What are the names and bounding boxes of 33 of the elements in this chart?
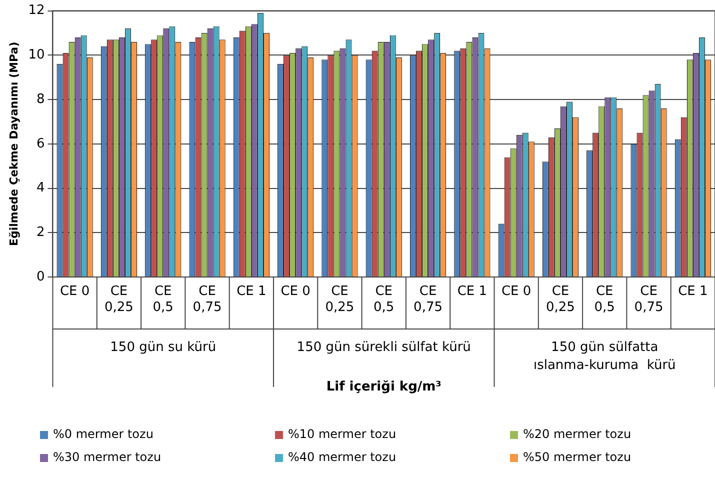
y-tick-label: 2	[36, 225, 45, 240]
y-tick-label: 8	[36, 92, 45, 107]
y-tick-label: 0	[36, 269, 45, 284]
x-tick-label: CE 0,75	[414, 284, 442, 315]
x-tick-label: CE 0,75	[192, 284, 222, 315]
text: 150 gün sürekli sülfat kürü	[296, 340, 471, 355]
legend-label: %50 mermer tozu	[523, 450, 632, 464]
x-tick-label: CE 0,5	[374, 284, 394, 315]
legend-label: %30 mermer tozu	[53, 450, 162, 464]
x-tick-label: CE 0,5	[594, 284, 615, 315]
x-tick-label: CE 1	[457, 284, 488, 299]
y-tick-label: 10	[28, 48, 45, 63]
x-axis-title: Lif içeriği kg/m³	[326, 380, 442, 395]
x-tick-label: CE 0,5	[152, 284, 174, 315]
x-tick-label: CE 0	[280, 284, 310, 299]
x-tick-label: CE 0,25	[325, 284, 354, 315]
x-tick-label: CE 1	[236, 284, 266, 299]
legend-label: %10 mermer tozu	[288, 427, 396, 442]
x-tick-label: CE 0,75	[634, 284, 664, 315]
text: 150 gün su kürü	[110, 340, 216, 355]
y-axis-title: Eğilmede Çekme Dayanımı (MPa)	[7, 42, 20, 246]
x-tick-label: CE 0,25	[104, 284, 134, 315]
x-tick-label: CE 0	[501, 284, 532, 299]
legend-label: %20 mermer tozu	[523, 427, 632, 442]
y-tick-label: 4	[36, 180, 45, 196]
legend-label: %40 mermer tozu	[288, 450, 396, 464]
text: 150 gün sülfatta ıslanma-kuruma kürü	[533, 340, 676, 373]
legend-label: %0 mermer tozu	[53, 427, 154, 442]
y-tick-label: 6	[36, 136, 45, 152]
x-tick-label: CE 0,25	[546, 284, 575, 315]
x-tick-label: CE 0	[60, 284, 90, 299]
x-tick-label: CE 1	[678, 284, 708, 299]
y-tick-label: 12	[28, 3, 45, 18]
